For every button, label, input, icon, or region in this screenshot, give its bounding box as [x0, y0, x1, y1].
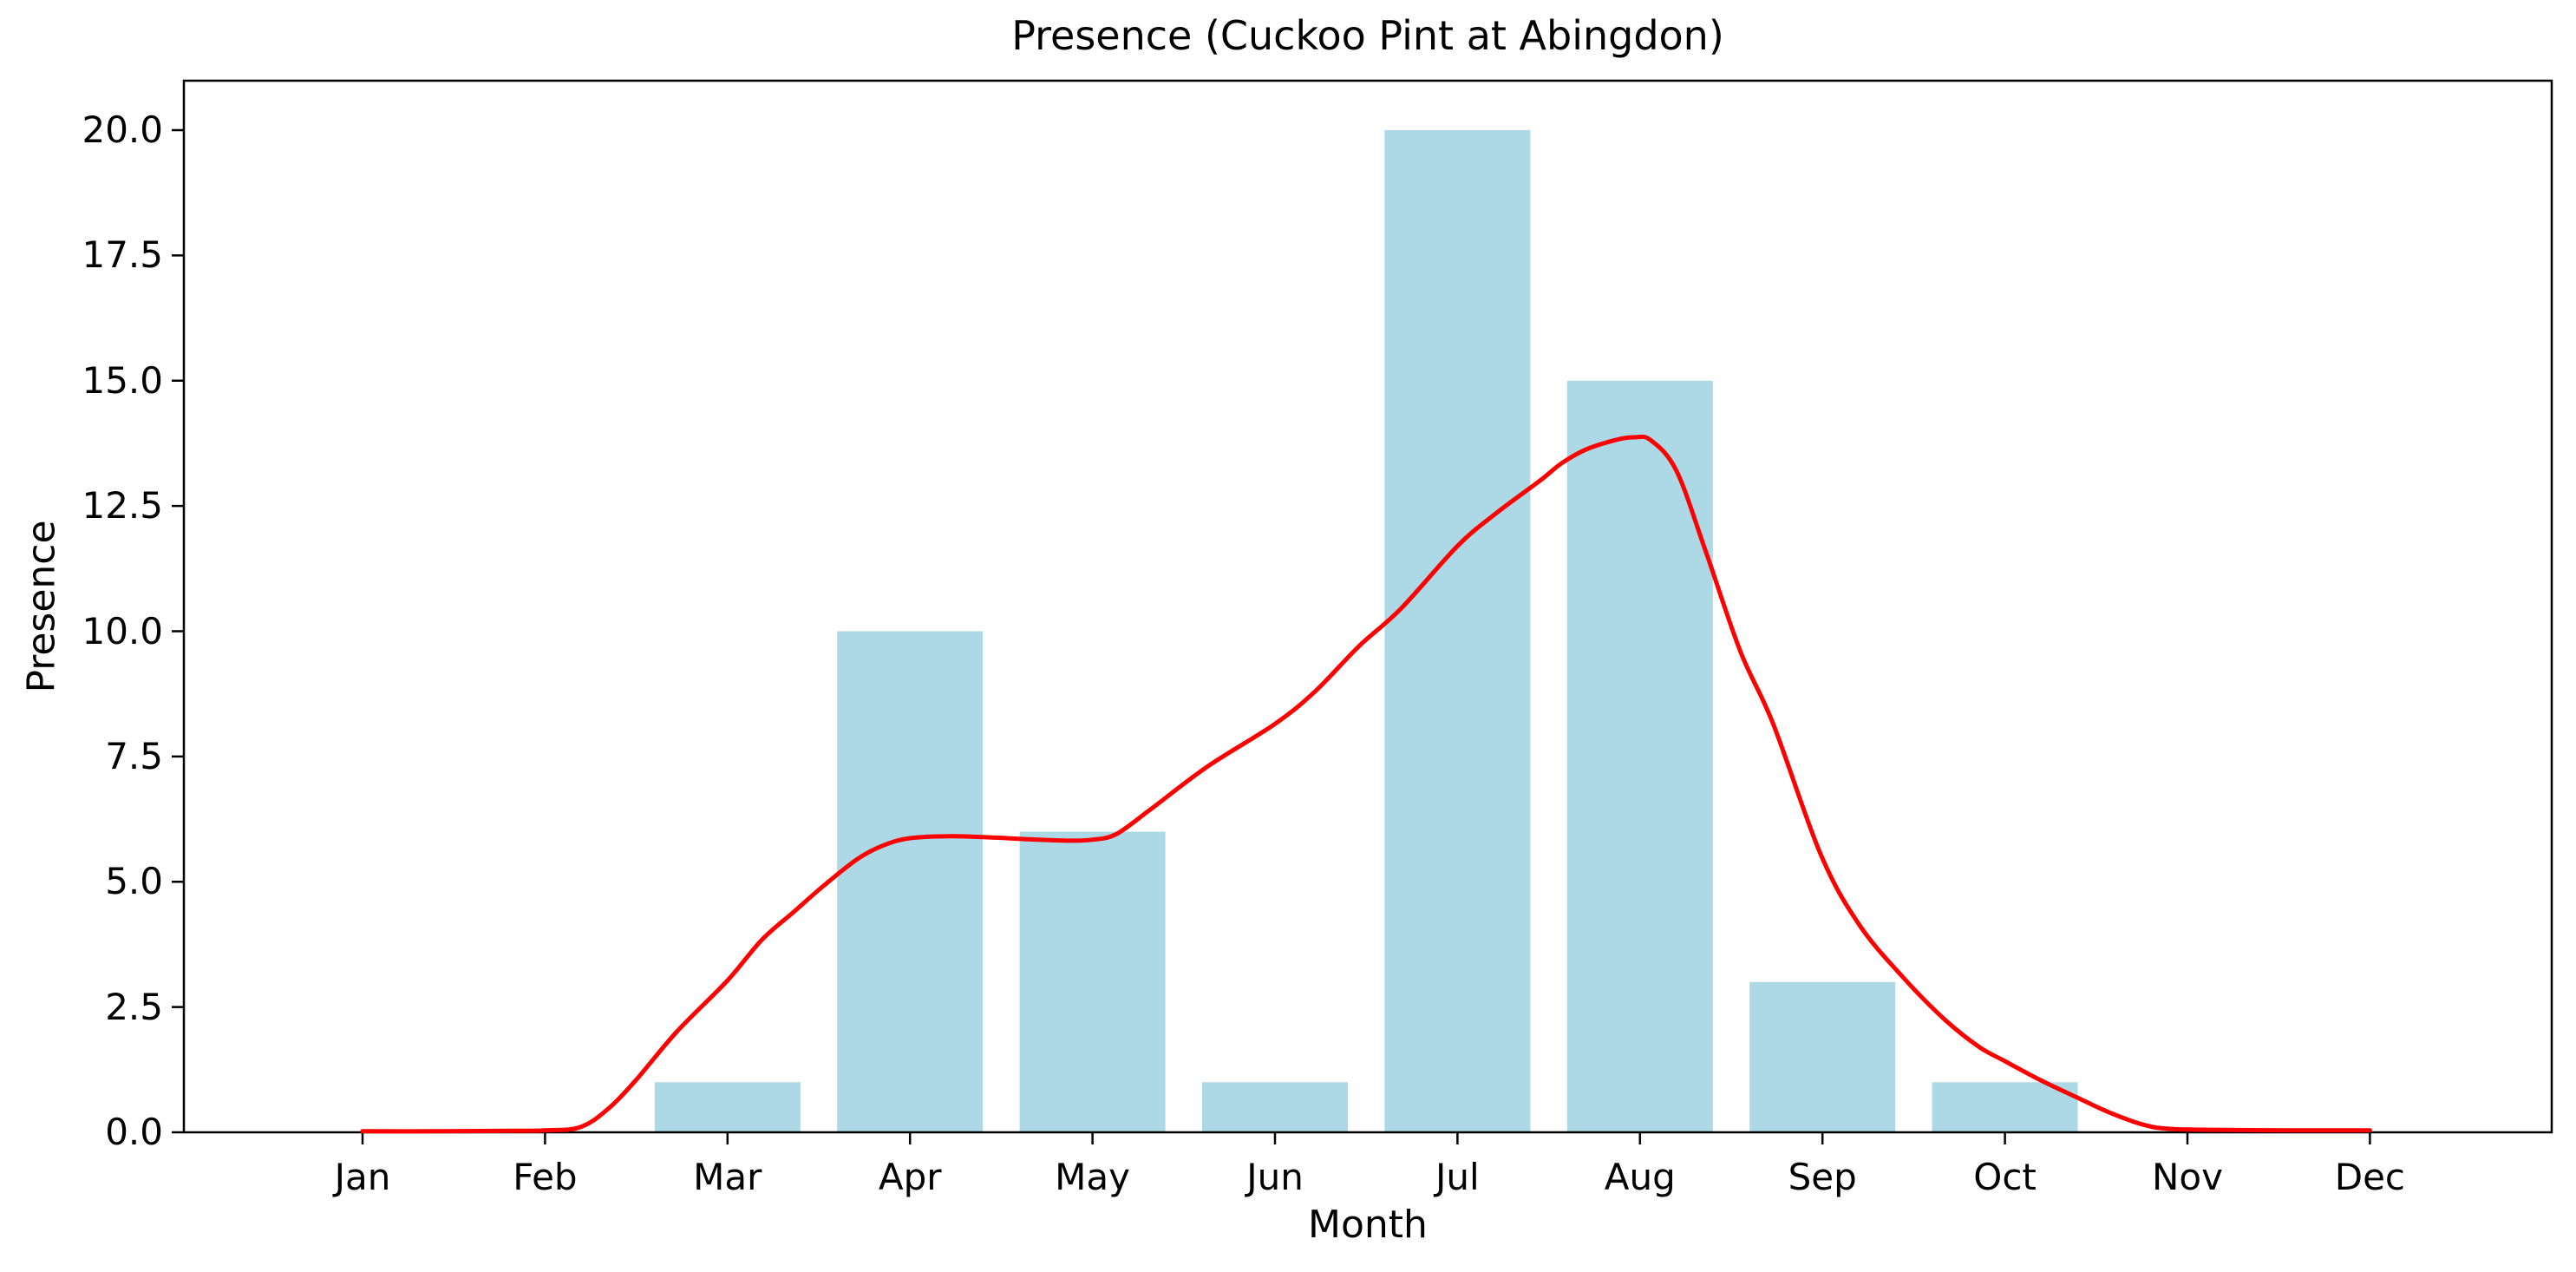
x-tick-label-jan: Jan [334, 1156, 391, 1198]
bar-mar [654, 1082, 801, 1132]
x-tick-label-jun: Jun [1246, 1156, 1304, 1198]
x-tick-label-dec: Dec [2334, 1156, 2406, 1198]
x-tick-label-may: May [1055, 1156, 1131, 1198]
axes-spines [182, 79, 2553, 1134]
x-tick-label-nov: Nov [2152, 1156, 2223, 1198]
y-tick-label-17.5: 17.5 [82, 233, 163, 277]
x-tick-label-feb: Feb [513, 1156, 578, 1198]
y-axis-label: Presence [19, 520, 64, 693]
x-tick-label-aug: Aug [1604, 1156, 1676, 1198]
y-tick-label-12.5: 12.5 [82, 484, 163, 528]
bar-sep [1749, 981, 1896, 1132]
x-tick-label-mar: Mar [693, 1156, 762, 1198]
y-tick-label-15.0: 15.0 [82, 358, 163, 402]
bar-aug [1566, 380, 1713, 1132]
y-tick-label-20.0: 20.0 [82, 108, 163, 151]
y-tick-label-7.5: 7.5 [105, 734, 163, 777]
x-tick-label-sep: Sep [1788, 1156, 1857, 1198]
y-tick-label-0.0: 0.0 [105, 1111, 163, 1153]
smoothed-presence-line [360, 434, 2372, 1134]
y-tick-label-2.5: 2.5 [105, 985, 163, 1028]
y-tick-label-10.0: 10.0 [82, 609, 163, 652]
bar-may [1019, 831, 1166, 1132]
bar-oct [1932, 1082, 2078, 1132]
x-tick-label-apr: Apr [878, 1156, 942, 1198]
x-axis-label: Month [1308, 1203, 1428, 1247]
bar-jun [1202, 1082, 1348, 1132]
x-tick-label-jul: Jul [1435, 1156, 1480, 1198]
bar-jul [1384, 130, 1531, 1132]
y-tick-label-5.0: 5.0 [105, 860, 163, 903]
chart-title: Presence (Cuckoo Pint at Abingdon) [1011, 12, 1724, 59]
x-tick-label-oct: Oct [1973, 1156, 2037, 1198]
bar-apr [837, 631, 984, 1132]
